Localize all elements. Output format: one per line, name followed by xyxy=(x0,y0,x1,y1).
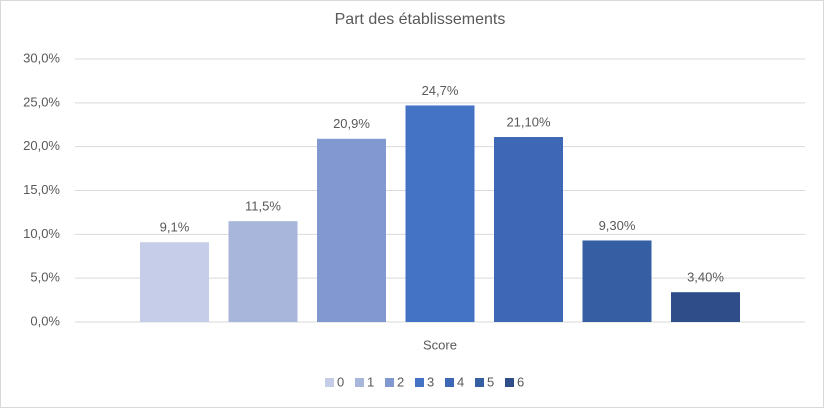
bar xyxy=(582,240,652,322)
chart-title: Part des établissements xyxy=(335,11,506,28)
legend-swatch xyxy=(415,378,424,387)
data-label: 11,5% xyxy=(245,199,281,214)
legend-swatch xyxy=(505,378,514,387)
legend-swatch xyxy=(475,378,484,387)
y-tick-label: 10,0% xyxy=(23,226,60,241)
legend-swatch xyxy=(355,378,364,387)
bar xyxy=(405,105,475,322)
bar xyxy=(494,137,563,322)
legend-label: 5 xyxy=(487,374,494,389)
y-tick-label: 20,0% xyxy=(23,138,60,153)
bar xyxy=(671,292,740,322)
y-tick-label: 0,0% xyxy=(30,313,60,328)
legend-swatch xyxy=(445,378,454,387)
x-tick-label: Score xyxy=(423,337,457,352)
data-label: 3,40% xyxy=(687,270,724,285)
legend-label: 0 xyxy=(337,374,344,389)
legend-swatch xyxy=(385,378,394,387)
y-tick-label: 5,0% xyxy=(30,270,60,285)
legend-label: 3 xyxy=(427,374,434,389)
legend-label: 1 xyxy=(367,374,374,389)
data-label: 20,9% xyxy=(333,116,370,131)
legend-label: 4 xyxy=(457,374,464,389)
y-tick-label: 25,0% xyxy=(23,94,60,109)
y-tick-label: 30,0% xyxy=(23,50,60,65)
legend-label: 6 xyxy=(517,374,524,389)
bar xyxy=(228,221,298,322)
data-label: 21,10% xyxy=(506,114,551,129)
data-label: 24,7% xyxy=(422,83,459,98)
data-label: 9,1% xyxy=(160,220,190,235)
y-tick-label: 15,0% xyxy=(23,182,60,197)
data-label: 9,30% xyxy=(599,218,636,233)
bar xyxy=(140,242,209,322)
legend-label: 2 xyxy=(397,374,404,389)
legend-swatch xyxy=(325,378,334,387)
bar xyxy=(317,138,386,322)
